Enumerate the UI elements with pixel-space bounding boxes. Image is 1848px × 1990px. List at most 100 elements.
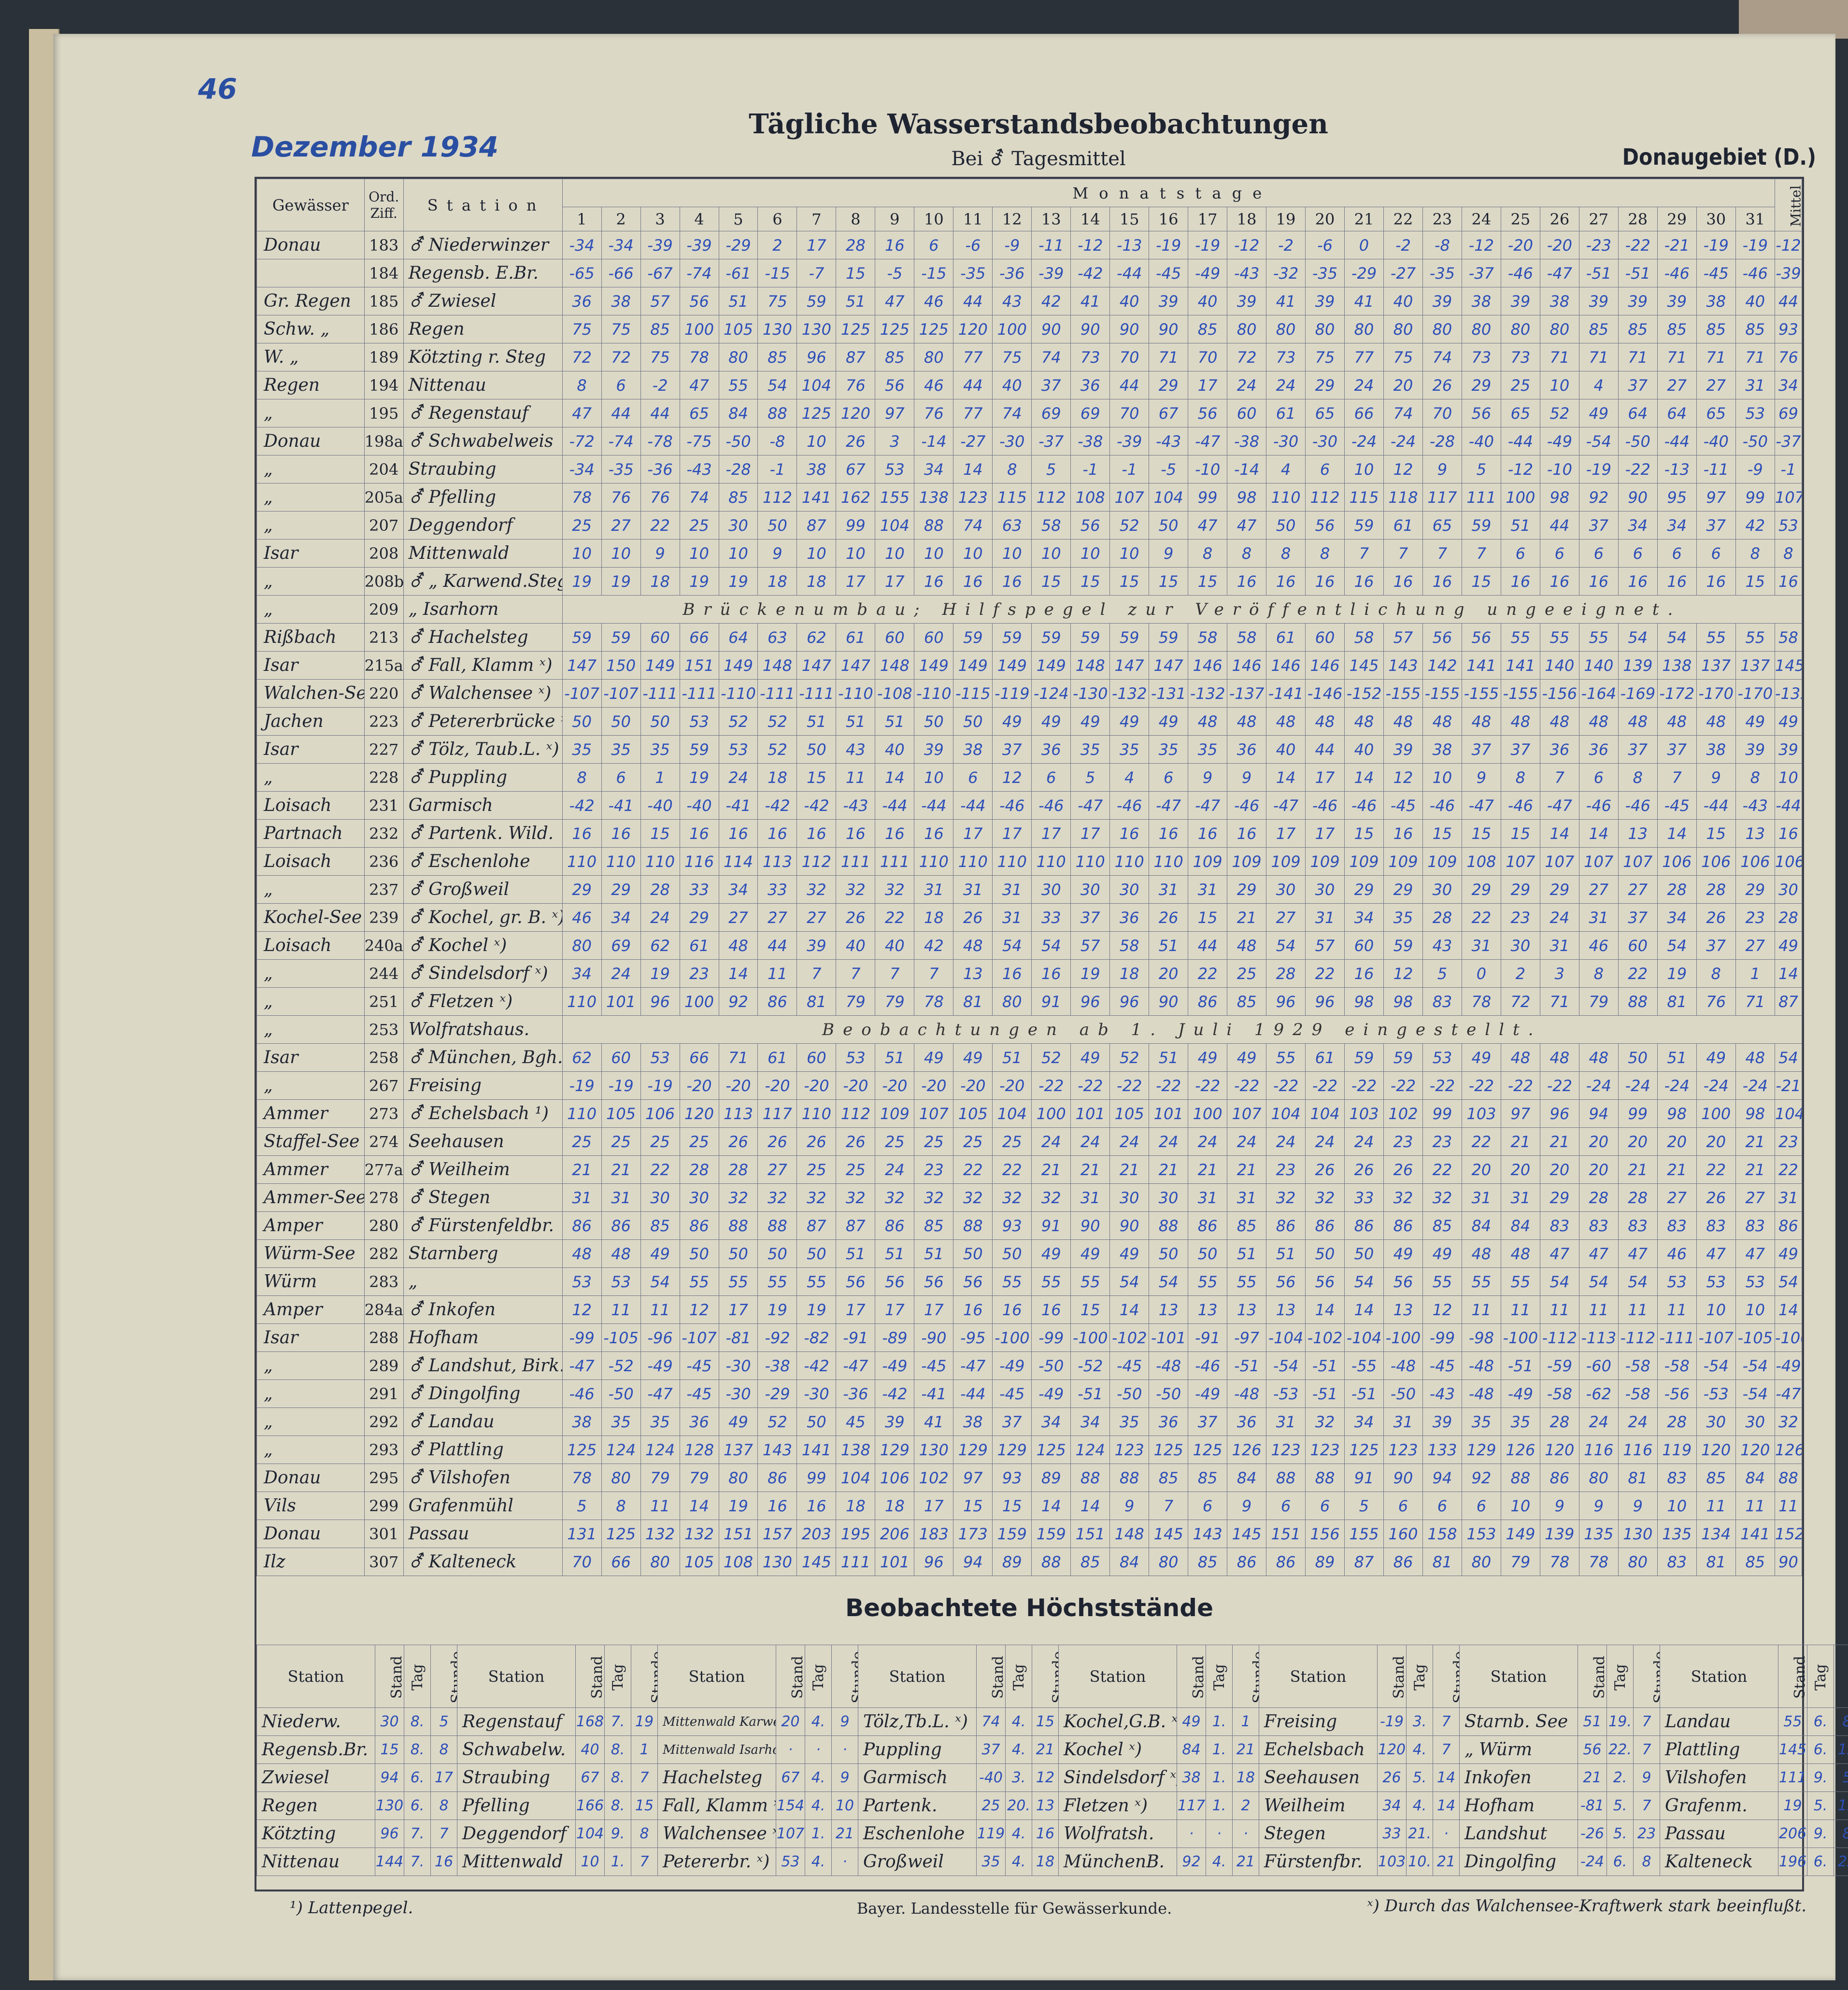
peaks-header-stunde: Stunde	[1032, 1645, 1059, 1708]
day-value-cell: 13	[1618, 819, 1658, 848]
peak-tag-cell: 4.	[1206, 1848, 1233, 1876]
ord-ziff-cell: 236	[364, 847, 404, 876]
peak-stunde-cell: 22	[1834, 1848, 1848, 1876]
day-value-cell: 15	[953, 1492, 993, 1520]
day-value-cell: -41	[914, 1379, 954, 1408]
gewaesser-cell: „	[256, 1071, 365, 1100]
station-cell: ⚦ Vilshofen	[403, 1464, 563, 1492]
day-value-cell: 55	[718, 371, 758, 399]
peak-stunde-cell: 10	[831, 1791, 858, 1820]
day-value-cell: 48	[1188, 707, 1228, 736]
day-value-cell: 49	[1188, 1043, 1228, 1072]
peak-stand-cell: 67	[776, 1763, 805, 1792]
day-value-cell: 37	[1070, 903, 1110, 932]
day-value-cell: 25	[796, 1155, 837, 1184]
day-value-cell: 8	[992, 455, 1032, 483]
day-value-cell: 20	[1618, 1127, 1658, 1156]
day-value-cell: 16	[1539, 567, 1579, 596]
day-value-cell: 40	[1383, 287, 1423, 315]
day-value-cell: 56	[1461, 623, 1501, 652]
gewaesser-cell: Loisach	[256, 847, 365, 876]
day-value-cell: 16	[1344, 959, 1384, 988]
day-value-cell: 38	[953, 735, 993, 764]
day-value-cell: 31	[1735, 371, 1775, 399]
day-value-cell: 88	[1070, 1464, 1110, 1492]
day-value-cell: 100	[1696, 1099, 1736, 1128]
day-value-cell: 21	[1188, 1155, 1228, 1184]
day-value-cell: 24	[1149, 1127, 1189, 1156]
peak-tag-cell: 8.	[604, 1735, 631, 1764]
day-value-cell: -54	[1735, 1351, 1775, 1380]
station-cell: ⚦ Eschenlohe	[403, 847, 563, 876]
day-value-cell: 66	[1344, 399, 1384, 427]
table-row: „ 292 ⚦ Landau 38 35 35 36 49 52 50 45 39 41 38 37 34 34…	[256, 1407, 1803, 1436]
day-value-cell: 11	[1539, 1295, 1579, 1324]
day-value-cell: 90	[1618, 483, 1658, 512]
gewaesser-cell: Gr. Regen	[256, 287, 365, 315]
day-value-cell: 116	[679, 847, 719, 876]
day-value-cell: 9	[1149, 539, 1189, 568]
day-value-cell: 6	[1383, 1492, 1423, 1520]
day-value-cell: 64	[718, 623, 758, 652]
day-value-cell: 146	[1227, 651, 1267, 680]
day-value-cell: 67	[836, 455, 876, 483]
table-row: „ 195 ⚦ Regenstauf 47 44 44 65 84 88 125 120 97 76 77…	[256, 399, 1803, 427]
day-value-cell: 16	[796, 819, 837, 848]
peak-tag-cell: 1.	[1206, 1735, 1233, 1764]
day-value-cell: 34	[1070, 1407, 1110, 1436]
day-value-cell: 5	[562, 1492, 602, 1520]
day-value-cell: 51	[1149, 931, 1189, 960]
day-value-cell: -24	[1344, 427, 1384, 455]
peak-station-cell: Regenstauf	[457, 1707, 576, 1736]
day-value-cell: 59	[953, 623, 993, 652]
peak-station-cell: Wolfratsh.	[1058, 1819, 1177, 1848]
day-value-cell: 29	[1500, 875, 1540, 904]
peak-stunde-cell: ·	[1232, 1819, 1259, 1848]
day-value-cell: 59	[562, 623, 602, 652]
day-value-cell: 80	[1461, 315, 1501, 343]
day-value-cell: 80	[1500, 315, 1540, 343]
day-value-cell: 96	[1070, 987, 1110, 1016]
peak-station-cell: Inkofen	[1459, 1763, 1578, 1792]
day-value-cell: 75	[601, 315, 641, 343]
station-cell: Hofham	[403, 1323, 563, 1352]
ord-ziff-cell: 283	[364, 1267, 404, 1296]
day-value-cell: -22	[1109, 1071, 1150, 1100]
day-value-cell: -22	[1539, 1071, 1579, 1100]
day-value-cell: 25	[679, 1127, 719, 1156]
table-row: Loisach 240a ⚦ Kochel ˣ) 80 69 62 61 48 44 39 40 40…	[256, 931, 1803, 960]
day-value-cell: 85	[1149, 1464, 1189, 1492]
day-value-cell: 30	[1266, 875, 1306, 904]
peak-stand-cell: 55	[1778, 1707, 1807, 1736]
day-value-cell: 7	[875, 959, 915, 988]
day-value-cell: 36	[1578, 735, 1619, 764]
peaks-header-stand-label: Stand	[1791, 1655, 1807, 1699]
day-value-cell: 120	[679, 1099, 719, 1128]
day-value-cell: -43	[679, 455, 719, 483]
gewaesser-cell: „	[256, 1436, 365, 1464]
header-day: 31	[1735, 207, 1775, 231]
day-value-cell: -99	[1031, 1323, 1071, 1352]
day-value-cell: 29	[601, 875, 641, 904]
day-value-cell: 109	[1383, 847, 1423, 876]
day-value-cell: 69	[601, 931, 641, 960]
day-value-cell: -42	[562, 791, 602, 820]
day-value-cell: 54	[1618, 623, 1658, 652]
day-value-cell: -48	[1149, 1351, 1189, 1380]
day-value-cell: 32	[1305, 1407, 1345, 1436]
table-row: Ammer 277a ⚦ Weilheim 21 21 22 28 28 27 25 25 24 23 2…	[256, 1155, 1803, 1184]
peak-station-cell: Echelsbach	[1259, 1735, 1378, 1764]
day-value-cell: -22	[1618, 455, 1658, 483]
day-value-cell: 149	[1500, 1520, 1540, 1548]
footnote-publisher: Bayer. Landesstelle für Gewässerkunde.	[856, 1899, 1172, 1918]
header-day: 9	[875, 207, 915, 231]
day-value-cell: 37	[1188, 1407, 1228, 1436]
ord-ziff-cell: 251	[364, 987, 404, 1016]
day-value-cell: 39	[1305, 287, 1345, 315]
day-value-cell: -21	[1657, 231, 1697, 259]
day-value-cell: 80	[1618, 1548, 1658, 1576]
day-value-cell: 20	[1657, 1127, 1697, 1156]
day-value-cell: 21	[1227, 1155, 1267, 1184]
day-value-cell: 19	[718, 567, 758, 596]
mittel-cell: 69	[1774, 399, 1803, 427]
